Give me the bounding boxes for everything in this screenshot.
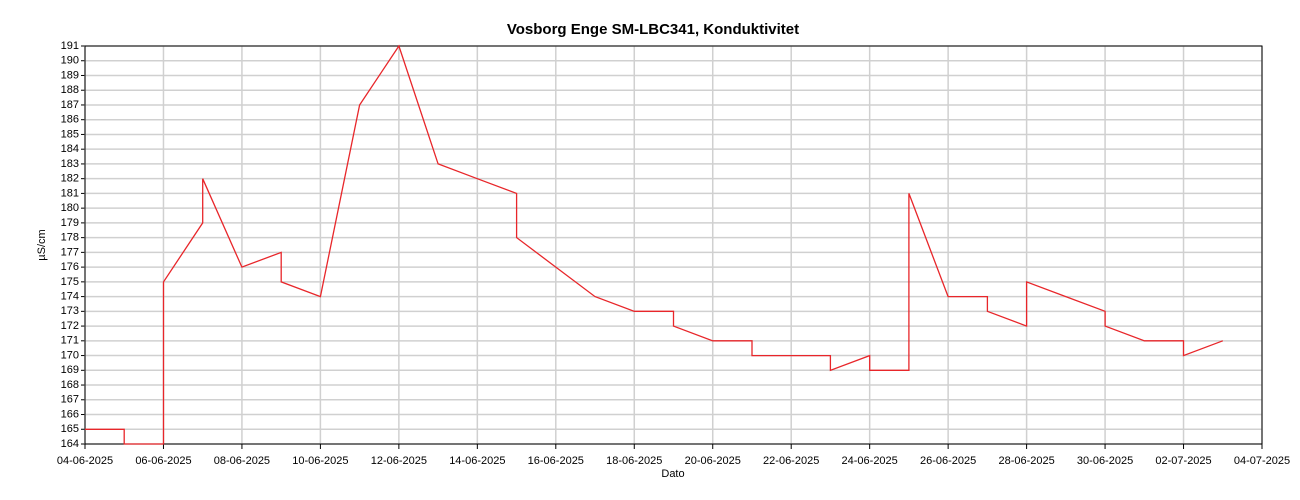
- y-tick-label: 178: [61, 232, 79, 244]
- x-tick-label: 08-06-2025: [214, 455, 270, 467]
- x-tick-label: 24-06-2025: [842, 455, 898, 467]
- x-tick-label: 06-06-2025: [135, 455, 191, 467]
- y-tick-label: 166: [61, 408, 79, 420]
- x-tick-label: 04-06-2025: [57, 455, 113, 467]
- y-tick-label: 172: [61, 320, 79, 332]
- y-tick-label: 186: [61, 114, 79, 126]
- y-tick-label: 173: [61, 305, 79, 317]
- y-tick-label: 184: [61, 143, 79, 155]
- y-tick-label: 174: [61, 290, 79, 302]
- y-tick-label: 164: [61, 438, 79, 450]
- y-tick-label: 167: [61, 394, 79, 406]
- y-tick-label: 189: [61, 69, 79, 81]
- y-tick-label: 176: [61, 261, 79, 273]
- chart-title: Vosborg Enge SM-LBC341, Konduktivitet: [507, 21, 799, 38]
- y-tick-label: 170: [61, 349, 79, 361]
- y-tick-label: 179: [61, 217, 79, 229]
- plot-border: [84, 45, 1263, 445]
- y-tick-label: 181: [61, 187, 79, 199]
- x-tick-label: 14-06-2025: [449, 455, 505, 467]
- y-tick-label: 177: [61, 246, 79, 258]
- x-tick-label: 20-06-2025: [685, 455, 741, 467]
- y-tick-label: 165: [61, 423, 79, 435]
- data-line: [85, 44, 1224, 445]
- y-tick-label: 180: [61, 202, 79, 214]
- y-tick-label: 187: [61, 99, 79, 111]
- plot-area: [85, 46, 1262, 444]
- y-tick-label: 188: [61, 84, 79, 96]
- x-tick-label: 26-06-2025: [920, 455, 976, 467]
- y-tick-label: 171: [61, 335, 79, 347]
- y-tick-label: 185: [61, 128, 79, 140]
- x-tick-label: 28-06-2025: [998, 455, 1054, 467]
- y-tick-label: 169: [61, 364, 79, 376]
- x-tick-label: 16-06-2025: [528, 455, 584, 467]
- y-tick-label: 168: [61, 379, 79, 391]
- x-tick-label: 22-06-2025: [763, 455, 819, 467]
- y-axis-label: µS/cm: [36, 229, 48, 260]
- x-tick-label: 18-06-2025: [606, 455, 662, 467]
- x-tick-label: 12-06-2025: [371, 455, 427, 467]
- y-tick-label: 182: [61, 173, 79, 185]
- x-tick-label: 30-06-2025: [1077, 455, 1133, 467]
- y-tick-label: 183: [61, 158, 79, 170]
- x-tick-label: 04-07-2025: [1234, 455, 1290, 467]
- y-tick-label: 191: [61, 40, 79, 52]
- x-tick-label: 10-06-2025: [292, 455, 348, 467]
- y-tick-label: 175: [61, 276, 79, 288]
- x-tick-label: 02-07-2025: [1155, 455, 1211, 467]
- y-tick-label: 190: [61, 55, 79, 67]
- x-axis-label: Dato: [661, 468, 684, 480]
